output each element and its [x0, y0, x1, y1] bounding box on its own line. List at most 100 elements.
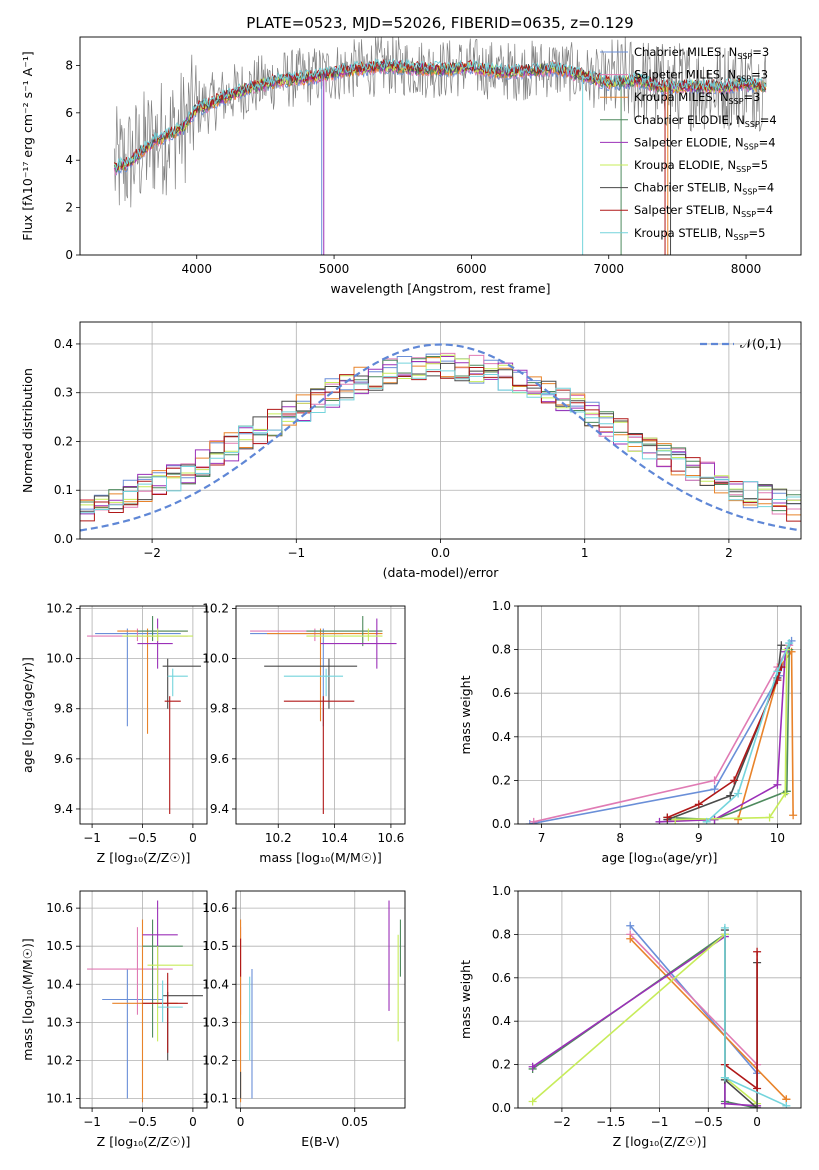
series-line	[675, 649, 788, 821]
y-axis-label: mass weight	[458, 675, 473, 754]
legend-sub: SSP	[737, 52, 752, 61]
panel-age-vs-mass: 10.2 10.4 10.6 9.4 9.6 9.8 10.0 10.2 mass [log₁₀…	[202, 602, 406, 865]
series-point	[753, 947, 762, 956]
series-point	[777, 641, 786, 650]
plot-area	[525, 636, 798, 824]
model-spectrum-line	[114, 58, 767, 172]
axes-frame	[79, 890, 208, 1109]
y-tick-label: 10.3	[46, 1015, 73, 1029]
legend-label: Kroupa STELIB, NSSP=5	[634, 226, 765, 242]
legend-sub: SSP	[745, 120, 760, 129]
y-tick-label: 10.3	[202, 1015, 229, 1029]
legend-value: =3	[752, 45, 769, 59]
legend-label: Kroupa ELODIE, NSSP=5	[634, 158, 768, 174]
x-tick-label: 5000	[319, 262, 350, 276]
y-tick-label: 10.4	[46, 977, 73, 991]
axes-frame	[79, 605, 208, 825]
series-point	[694, 800, 703, 809]
hist-step-line	[80, 367, 801, 522]
series-point	[710, 776, 719, 785]
x-tick-label: 10.2	[265, 831, 292, 845]
y-tick-label: 0.4	[492, 1014, 511, 1028]
series-point	[730, 776, 739, 785]
figure-title: PLATE=0523, MJD=52026, FIBERID=0635, z=0…	[246, 14, 633, 32]
y-tick-label: 2	[65, 201, 73, 215]
legend-value: =4	[760, 113, 777, 127]
x-axis-label: (data-model)/error	[383, 565, 500, 580]
panel-mass-weight-vs-age: 7 8 9 10 0.0 0.2 0.4 0.6 0.8 1.0 age [log₁₀(age/yr…	[458, 599, 802, 865]
y-tick-label: 6	[65, 106, 73, 120]
legend-sub: SSP	[736, 75, 751, 84]
x-tick-label: 9	[695, 831, 703, 845]
y-tick-label: 0.2	[492, 1058, 511, 1072]
legend-sub: SSP	[741, 210, 756, 219]
y-tick-label: 0.8	[492, 927, 511, 941]
x-axis-label: mass [log₁₀(M/M☉)]	[259, 850, 381, 865]
legend-label: Kroupa MILES, NSSP=3	[634, 90, 760, 106]
x-tick-label: −2	[143, 546, 161, 560]
y-tick-label: 0.0	[492, 1101, 511, 1115]
x-tick-label: −0.5	[694, 1115, 723, 1129]
y-tick-label: 10.2	[46, 1053, 73, 1067]
series-point	[773, 667, 782, 676]
legend-value: =3	[751, 68, 768, 82]
y-tick-label: 0.2	[492, 773, 511, 787]
y-tick-label: 10.0	[202, 652, 229, 666]
normal-curve	[80, 343, 801, 532]
y-tick-label: 0.6	[492, 971, 511, 985]
y-tick-label: 0.4	[54, 337, 73, 351]
series-point	[720, 1073, 729, 1082]
series-line	[529, 640, 793, 824]
x-tick-label: −1	[651, 1115, 669, 1129]
series-point	[773, 780, 782, 789]
y-tick-label: 0	[65, 248, 73, 262]
hist-step-line	[80, 362, 801, 514]
y-tick-label: 9.6	[54, 752, 73, 766]
model-spectrum-line	[114, 58, 767, 171]
x-tick-label: −1.5	[596, 1115, 625, 1129]
y-tick-label: 10.5	[202, 939, 229, 953]
legend-value: =4	[756, 203, 773, 217]
y-tick-label: 0.4	[492, 730, 511, 744]
y-tick-label: 0.1	[54, 483, 73, 497]
series-line	[629, 938, 787, 1100]
y-tick-label: 9.6	[210, 752, 229, 766]
x-axis-label: Z [log₁₀(Z/Z☉)]	[613, 1134, 707, 1149]
x-tick-label: 1	[581, 546, 589, 560]
series-point	[726, 791, 735, 800]
y-tick-label: 1.0	[492, 884, 511, 898]
axes-frame	[235, 890, 406, 1109]
y-tick-label: 10.2	[202, 602, 229, 616]
series-point	[626, 921, 635, 930]
x-tick-label: −0.5	[128, 1115, 157, 1129]
x-tick-label: 0.05	[341, 1115, 368, 1129]
panel-mass-vs-EBV: 0 0.05 10.1 10.2 10.3 10.4 10.5 10.6 E(B-V)	[202, 890, 406, 1149]
x-tick-label: 2	[725, 546, 733, 560]
y-axis-label: age [log₁₀(age/yr)]	[20, 657, 35, 773]
y-axis-label: Flux [fλ10⁻¹⁷ erg cm⁻² s⁻¹ A⁻¹]	[20, 51, 35, 240]
legend-value: =5	[749, 226, 766, 240]
x-tick-label: 8000	[731, 262, 762, 276]
y-axis-label: mass weight	[458, 960, 473, 1039]
panel-age-vs-Z: −1 −0.5 0 9.4 9.6 9.8 10.0 10.2 Z [log₁₀(Z/Z☉)] a…	[20, 602, 208, 865]
legend-sub: SSP	[734, 233, 749, 242]
series-point	[710, 815, 719, 824]
legend-sub: SSP	[744, 142, 759, 151]
y-tick-label: 10.4	[202, 977, 229, 991]
legend-sub: SSP	[736, 165, 751, 174]
y-tick-label: 1.0	[492, 599, 511, 613]
legend-sub: SSP	[729, 97, 744, 106]
plot-area	[87, 900, 203, 1103]
y-tick-label: 0.3	[54, 386, 73, 400]
series-point	[785, 639, 794, 648]
y-tick-label: 8	[65, 58, 73, 72]
x-tick-label: 4000	[181, 262, 212, 276]
series-point	[753, 1084, 762, 1093]
x-tick-label: 10.6	[378, 831, 405, 845]
series-point	[734, 815, 743, 824]
x-tick-label: 0	[189, 831, 197, 845]
series-point	[781, 789, 790, 798]
y-tick-label: 0.0	[492, 817, 511, 831]
